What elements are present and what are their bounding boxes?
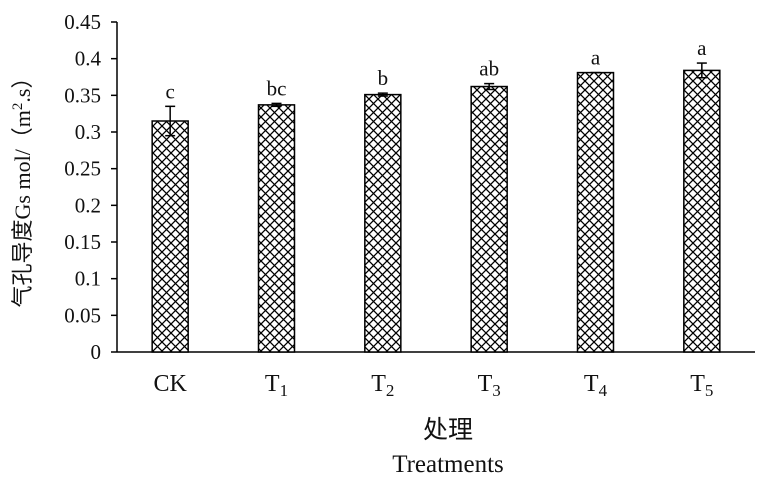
y-tick-label: 0.1: [75, 267, 101, 291]
y-tick-label: 0.35: [64, 83, 101, 107]
y-tick-label: 0.3: [75, 120, 101, 144]
x-tick-label: T1: [265, 371, 288, 400]
y-tick-label: 0.15: [64, 230, 101, 254]
bars: [151, 62, 721, 353]
x-tick-label: T3: [478, 371, 501, 400]
bar: [151, 120, 189, 353]
x-tick-label-main: T: [584, 371, 599, 397]
significance-letter: a: [697, 36, 707, 60]
x-tick-label: CK: [153, 371, 187, 397]
x-tick-label-main: T: [371, 371, 386, 397]
significance-letter: bc: [267, 76, 287, 100]
y-tick-label: 0: [91, 340, 102, 364]
y-tick-label: 0.4: [75, 47, 102, 71]
significance-letter: ab: [479, 57, 499, 81]
x-tick-label-subscript: 4: [599, 381, 608, 400]
x-tick-label-subscript: 2: [386, 381, 395, 400]
significance-letter: a: [591, 46, 601, 70]
x-tick-label-main: T: [478, 371, 493, 397]
bar: [576, 71, 615, 353]
y-tick-label: 0.2: [75, 193, 101, 217]
x-tick-label-main: CK: [153, 371, 187, 397]
bar: [470, 85, 508, 353]
x-tick-label: T2: [371, 371, 394, 400]
x-tick-label-subscript: 5: [705, 381, 714, 400]
x-tick-label-subscript: 1: [280, 381, 289, 400]
y-tick-label: 0.45: [64, 10, 101, 34]
bar: [257, 104, 296, 353]
y-tick-label: 0.05: [64, 303, 101, 327]
x-axis-title-english: Treatments: [392, 451, 504, 478]
y-tick-label: 0.25: [64, 157, 101, 181]
y-axis-title-main: 气孔导度Gs mol/（m: [10, 110, 35, 307]
x-axis-title-chinese: 处理: [423, 416, 473, 444]
significance-letter: b: [378, 66, 389, 90]
axes: [111, 21, 755, 353]
x-tick-label-subscript: 3: [492, 381, 501, 400]
bar: [364, 93, 402, 353]
x-tick-label-main: T: [265, 371, 280, 397]
y-axis-title-superscript: 2: [10, 103, 26, 111]
y-axis-title: 气孔导度Gs mol/（m2.s）: [10, 67, 35, 308]
x-tick-label: T5: [690, 371, 713, 400]
significance-letter: c: [166, 79, 175, 103]
y-axis-title-tail: .s）: [10, 67, 35, 103]
x-tick-label-main: T: [690, 371, 705, 397]
x-tick-label: T4: [584, 371, 608, 400]
labels: 00.050.10.150.20.250.30.350.40.45cCKbcT1…: [10, 10, 713, 478]
bar: [683, 69, 721, 353]
